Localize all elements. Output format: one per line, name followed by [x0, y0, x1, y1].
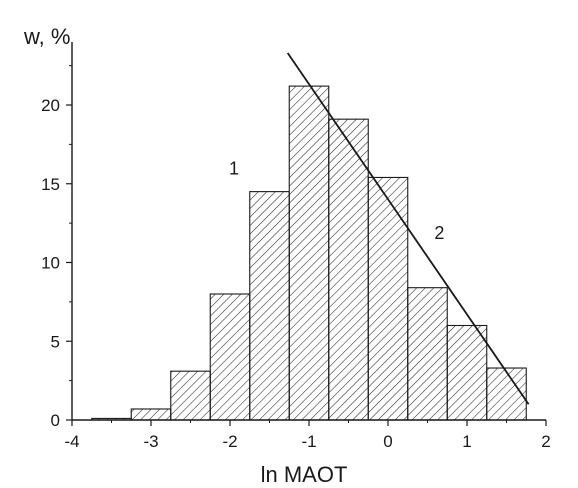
y-tick-label-4: 15 [41, 175, 60, 194]
x-tick-label-1: -4 [64, 432, 79, 451]
x-tick-label-6: 1 [462, 432, 471, 451]
histogram-bar-2 [130, 408, 172, 421]
y-tick-label-3: 10 [41, 254, 60, 273]
histogram-bar-9 [407, 287, 448, 421]
histogram-bar-3 [170, 370, 211, 421]
x-tick-label-2: -3 [143, 432, 158, 451]
fit-line-layer [286, 52, 530, 405]
histogram-bar-7 [328, 118, 369, 421]
fit-line [286, 52, 530, 405]
histogram-bar-4 [209, 293, 251, 421]
y-tick-label-5: 20 [41, 96, 60, 115]
x-tick-label-7: 2 [541, 432, 550, 451]
labels-layer: ln MAOT w, % 1 2 [23, 24, 444, 487]
histogram-bar-8 [367, 176, 409, 421]
histogram-bar-5 [249, 191, 290, 421]
bars-layer [91, 85, 527, 421]
histogram-bar-10 [446, 324, 488, 421]
y-axis-title: w, % [23, 24, 70, 49]
x-tick-label-5: 0 [383, 432, 392, 451]
annotation-label-2: 2 [434, 223, 444, 243]
x-tick-label-3: -2 [222, 432, 237, 451]
y-tick-label-2: 5 [51, 332, 60, 351]
histogram-bar-11 [486, 367, 527, 421]
x-tick-label-4: -1 [301, 432, 316, 451]
histogram-bar-6 [288, 85, 330, 421]
y-tick-label-1: 0 [51, 411, 60, 430]
x-axis-title: ln MAOT [261, 462, 348, 487]
annotation-label-1: 1 [229, 158, 239, 178]
